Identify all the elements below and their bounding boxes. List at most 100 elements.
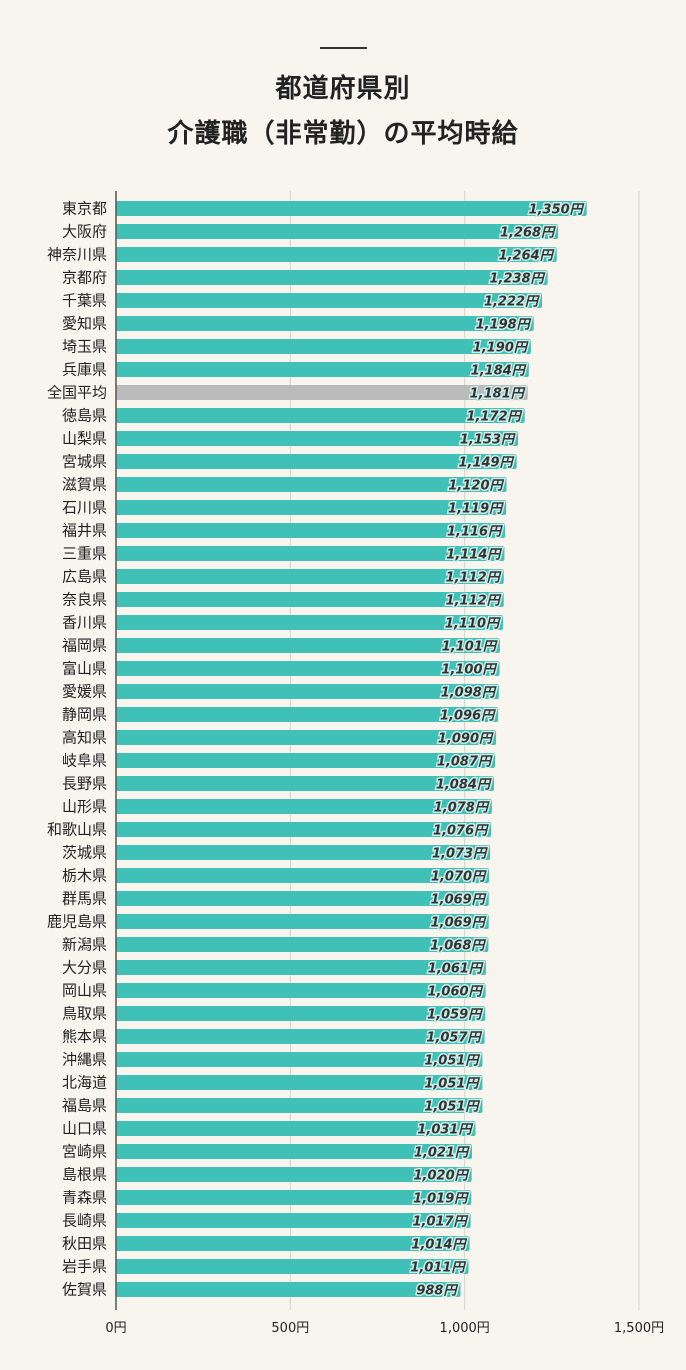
category-label: 群馬県 bbox=[62, 890, 107, 908]
value-label: 1,017円 bbox=[412, 1215, 468, 1230]
bar bbox=[116, 983, 486, 998]
value-label: 1,070円 bbox=[431, 870, 487, 885]
value-label: 1,078円 bbox=[434, 801, 490, 816]
value-label: 1,120円 bbox=[448, 479, 504, 494]
value-label: 1,153円 bbox=[460, 433, 516, 448]
value-label: 1,100円 bbox=[441, 663, 497, 678]
chart-title-line2: 介護職（非常勤）の平均時給 bbox=[167, 119, 519, 149]
category-label: 兵庫県 bbox=[62, 361, 107, 379]
bar bbox=[116, 960, 486, 975]
chart-title-line1: 都道府県別 bbox=[275, 74, 411, 104]
category-label: 広島県 bbox=[62, 568, 107, 586]
bar bbox=[116, 638, 500, 653]
category-label: 秋田県 bbox=[62, 1235, 107, 1253]
bar bbox=[116, 615, 504, 630]
category-label: 富山県 bbox=[62, 660, 107, 678]
value-label: 1,101円 bbox=[442, 640, 498, 655]
category-label: 青森県 bbox=[62, 1189, 107, 1207]
bar bbox=[116, 1213, 471, 1228]
value-label: 1,119円 bbox=[448, 502, 504, 517]
bar bbox=[116, 477, 507, 492]
category-label: 岩手県 bbox=[62, 1258, 107, 1276]
bar bbox=[116, 362, 529, 377]
bar bbox=[116, 592, 504, 607]
bar bbox=[116, 339, 531, 354]
value-label: 988円 bbox=[416, 1284, 458, 1299]
bar bbox=[116, 1121, 476, 1136]
bar bbox=[116, 408, 525, 423]
value-label: 1,061円 bbox=[428, 962, 484, 977]
category-label: 長崎県 bbox=[62, 1212, 107, 1230]
bar bbox=[116, 1190, 472, 1205]
category-label: 高知県 bbox=[62, 729, 107, 747]
category-label: 石川県 bbox=[62, 499, 107, 517]
bar bbox=[116, 224, 559, 239]
bar-highlight bbox=[116, 385, 528, 400]
value-label: 1,350円 bbox=[529, 203, 585, 218]
bar bbox=[116, 270, 548, 285]
category-label: 鳥取県 bbox=[62, 1005, 107, 1023]
bar bbox=[116, 1236, 470, 1251]
category-label: 埼玉県 bbox=[62, 338, 107, 356]
value-label: 1,014円 bbox=[411, 1238, 467, 1253]
category-label: 全国平均 bbox=[47, 384, 107, 402]
bar bbox=[116, 201, 587, 216]
category-label: 山梨県 bbox=[62, 430, 107, 448]
category-label: 島根県 bbox=[62, 1166, 107, 1184]
bar bbox=[116, 431, 519, 446]
category-label: 徳島県 bbox=[62, 407, 107, 425]
category-label: 静岡県 bbox=[62, 706, 107, 724]
category-label: 岡山県 bbox=[62, 982, 107, 1000]
value-label: 1,184円 bbox=[471, 364, 527, 379]
value-label: 1,149円 bbox=[458, 456, 514, 471]
value-label: 1,181円 bbox=[470, 387, 526, 402]
category-label: 宮崎県 bbox=[62, 1143, 107, 1161]
bar bbox=[116, 454, 517, 469]
value-label: 1,031円 bbox=[417, 1123, 473, 1138]
category-label: 佐賀県 bbox=[62, 1281, 107, 1299]
value-label: 1,051円 bbox=[424, 1054, 480, 1069]
value-label: 1,021円 bbox=[414, 1146, 470, 1161]
category-label: 北海道 bbox=[62, 1074, 107, 1092]
bar bbox=[116, 1075, 483, 1090]
value-label: 1,069円 bbox=[431, 916, 487, 931]
value-label: 1,060円 bbox=[427, 985, 483, 1000]
bar bbox=[116, 707, 499, 722]
bar bbox=[116, 316, 534, 331]
bar bbox=[116, 868, 490, 883]
category-label: 鹿児島県 bbox=[47, 913, 107, 931]
category-label: 大分県 bbox=[62, 959, 107, 977]
value-label: 1,096円 bbox=[440, 709, 496, 724]
category-label: 奈良県 bbox=[62, 591, 107, 609]
x-tick-label: 1,500円 bbox=[614, 1321, 664, 1336]
value-label: 1,090円 bbox=[438, 732, 494, 747]
value-label: 1,051円 bbox=[424, 1100, 480, 1115]
x-tick-label: 0円 bbox=[105, 1321, 126, 1336]
bar bbox=[116, 1282, 461, 1297]
bar bbox=[116, 247, 557, 262]
value-label: 1,268円 bbox=[500, 226, 556, 241]
value-label: 1,051円 bbox=[424, 1077, 480, 1092]
value-label: 1,020円 bbox=[414, 1169, 470, 1184]
bar bbox=[116, 569, 504, 584]
bar bbox=[116, 1052, 483, 1067]
bar bbox=[116, 730, 497, 745]
bar bbox=[116, 684, 499, 699]
value-label: 1,116円 bbox=[447, 525, 503, 540]
value-label: 1,110円 bbox=[445, 617, 501, 632]
category-label: 岐阜県 bbox=[62, 752, 107, 770]
category-label: 沖縄県 bbox=[62, 1051, 107, 1069]
value-label: 1,059円 bbox=[427, 1008, 483, 1023]
title-rule bbox=[320, 47, 367, 49]
value-label: 1,238円 bbox=[490, 272, 546, 287]
category-label: 福井県 bbox=[62, 522, 107, 540]
value-label: 1,076円 bbox=[433, 824, 489, 839]
bar bbox=[116, 1006, 486, 1021]
category-label: 神奈川県 bbox=[47, 246, 107, 264]
category-label: 京都府 bbox=[62, 269, 107, 287]
value-label: 1,057円 bbox=[426, 1031, 482, 1046]
bar bbox=[116, 1259, 469, 1274]
category-label: 三重県 bbox=[62, 545, 107, 563]
category-label: 茨城県 bbox=[62, 844, 107, 862]
